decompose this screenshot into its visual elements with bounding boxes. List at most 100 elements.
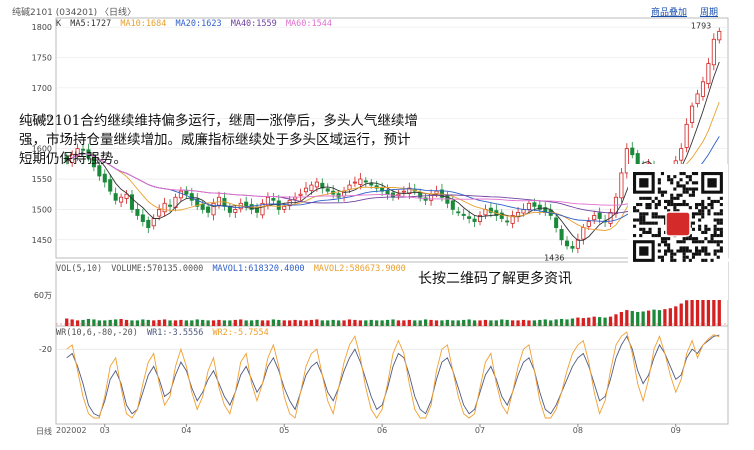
- overlay-commodity-link[interactable]: 商品叠加: [651, 8, 688, 18]
- qr-module: [716, 240, 720, 244]
- qr-module: [682, 246, 686, 250]
- qr-module: [713, 227, 717, 231]
- qr-module: [710, 199, 714, 203]
- qr-module: [679, 240, 683, 244]
- volume-bar: [500, 319, 504, 326]
- qr-module: [719, 221, 723, 225]
- price-tick-label: 1550: [32, 175, 52, 184]
- qr-module: [704, 227, 708, 231]
- legend-volume: VOLUME:570135.0000: [111, 264, 204, 274]
- volume-bar: [97, 320, 101, 326]
- qr-module: [633, 224, 637, 228]
- qr-module: [704, 249, 708, 253]
- qr-module: [698, 218, 702, 222]
- qr-code[interactable]: [628, 164, 728, 300]
- candle-body: [401, 190, 406, 193]
- price-tick-label: 1600: [32, 145, 52, 154]
- qr-module: [651, 215, 655, 219]
- period-link[interactable]: 周期: [700, 8, 719, 18]
- qr-module: [698, 212, 702, 216]
- candle-body: [135, 208, 140, 216]
- candle-body: [369, 182, 374, 186]
- candle-body: [684, 123, 689, 148]
- candle-body: [472, 218, 477, 222]
- price-panel-frame: [55, 17, 729, 259]
- qr-module: [679, 203, 683, 207]
- candle-body: [178, 190, 183, 199]
- qr-module: [670, 199, 674, 203]
- volume-bar: [315, 319, 319, 326]
- candle-body: [260, 202, 265, 216]
- candle-body: [630, 147, 635, 156]
- qr-module: [676, 196, 680, 200]
- top-bar: 纯碱2101 (034201) 〈日线〉 商品叠加 周期: [0, 0, 754, 18]
- candle-body: [352, 181, 357, 184]
- volume-bar: [456, 320, 460, 326]
- qr-module: [701, 206, 705, 210]
- qr-module: [667, 249, 671, 253]
- qr-module: [660, 190, 664, 194]
- candle-body: [309, 184, 314, 191]
- price-tick-label: 1650: [32, 114, 52, 123]
- candle-body: [499, 212, 504, 219]
- ma10-line: [66, 101, 720, 232]
- qr-module: [698, 227, 702, 231]
- volume-bar: [146, 319, 150, 326]
- qr-module: [713, 249, 717, 253]
- candle-body: [276, 200, 281, 210]
- volume-bar: [423, 319, 428, 326]
- qr-module: [639, 203, 643, 207]
- qr-module: [704, 206, 708, 210]
- qr-module: [719, 249, 723, 253]
- qr-module: [657, 243, 661, 247]
- candle-body: [575, 239, 580, 249]
- qr-module: [682, 252, 686, 256]
- qr-module: [676, 181, 680, 185]
- qr-module: [633, 209, 637, 213]
- qr-module: [679, 193, 683, 197]
- qr-module: [695, 240, 699, 244]
- candle-body: [108, 179, 113, 192]
- qr-module: [657, 181, 661, 185]
- qr-module: [679, 249, 683, 253]
- qr-caption: 长按二维码了解更多资讯: [418, 271, 572, 287]
- qr-module: [670, 258, 674, 262]
- qr-module: [710, 234, 714, 238]
- qr-module: [657, 215, 661, 219]
- qr-module: [713, 240, 717, 244]
- volume-bar: [119, 318, 123, 326]
- volume-bar: [516, 320, 520, 326]
- qr-module: [676, 203, 680, 207]
- volume-bar: [527, 320, 531, 326]
- volume-bar: [413, 320, 417, 326]
- qr-module: [716, 221, 720, 225]
- qr-module: [664, 206, 668, 210]
- qr-module: [695, 249, 699, 253]
- qr-finder-core: [639, 178, 649, 188]
- qr-module: [682, 184, 686, 188]
- x-tick-label: 08: [573, 426, 583, 435]
- candle-body: [146, 219, 151, 229]
- volume-bar: [288, 320, 292, 326]
- volume-bar: [538, 319, 542, 326]
- qr-module: [657, 249, 661, 253]
- candle-body: [570, 246, 575, 249]
- qr-module: [716, 227, 720, 231]
- qr-module: [639, 215, 643, 219]
- qr-module: [707, 212, 711, 216]
- candle-body: [271, 198, 276, 201]
- volume-bar: [532, 320, 537, 326]
- volume-bar: [271, 319, 275, 326]
- qr-module: [642, 196, 646, 200]
- qr-module: [676, 240, 680, 244]
- volume-bar: [130, 320, 134, 326]
- volume-bar: [407, 319, 411, 326]
- qr-module: [642, 221, 646, 225]
- qr-module: [685, 190, 689, 194]
- volume-bar: [217, 319, 221, 326]
- qr-module: [682, 190, 686, 194]
- volume-bar: [157, 319, 161, 326]
- qr-module: [710, 258, 714, 262]
- qr-module: [664, 252, 668, 256]
